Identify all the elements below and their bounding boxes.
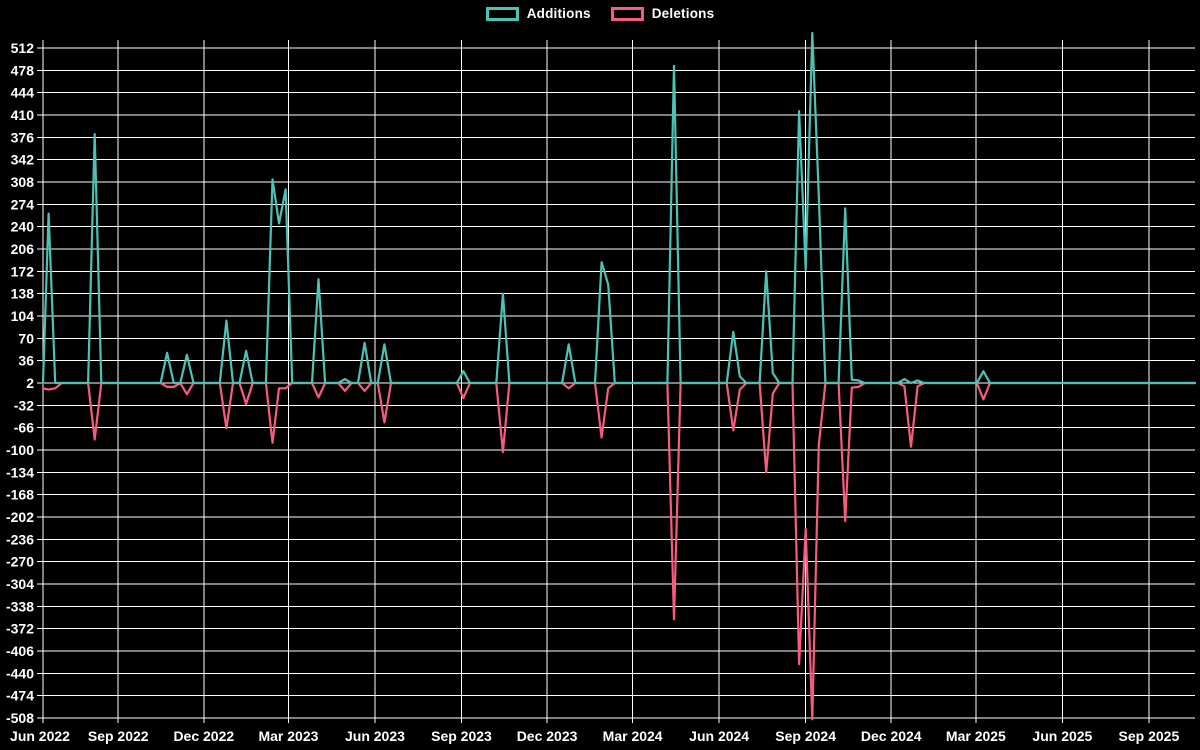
x-tick-label: Sep 2025 bbox=[1119, 728, 1180, 744]
y-tick-label: 376 bbox=[11, 129, 35, 145]
y-tick-label: -236 bbox=[6, 531, 34, 547]
y-tick-label: 36 bbox=[18, 353, 34, 369]
x-tick-label: Jun 2025 bbox=[1032, 728, 1092, 744]
gridlines bbox=[43, 40, 1195, 719]
y-tick-label: -32 bbox=[14, 397, 34, 413]
y-tick-label: 2 bbox=[26, 375, 34, 391]
y-tick-label: 274 bbox=[11, 196, 35, 212]
y-tick-label: 206 bbox=[11, 241, 35, 257]
y-tick-label: -508 bbox=[6, 710, 34, 726]
deletions-swatch-icon bbox=[610, 6, 644, 21]
x-tick-label: Mar 2025 bbox=[946, 728, 1006, 744]
chart-legend: Additions Deletions bbox=[0, 6, 1200, 21]
x-tick-label: Dec 2024 bbox=[861, 728, 922, 744]
y-tick-label: 342 bbox=[11, 152, 35, 168]
y-tick-label: -406 bbox=[6, 643, 34, 659]
tick-marks bbox=[37, 47, 1150, 723]
y-tick-label: 308 bbox=[11, 174, 35, 190]
additions-swatch-icon bbox=[485, 6, 519, 21]
y-tick-label: -100 bbox=[6, 442, 34, 458]
y-tick-label: 444 bbox=[11, 85, 35, 101]
x-tick-label: Mar 2023 bbox=[258, 728, 318, 744]
deletions-line bbox=[41, 381, 1197, 721]
x-tick-label: Sep 2024 bbox=[775, 728, 836, 744]
y-tick-label: -168 bbox=[6, 487, 34, 503]
tick-labels: 512 478 444 410 376 342 308 274 240 206 172 138 104 7… bbox=[6, 40, 1180, 744]
y-tick-label: 138 bbox=[11, 286, 35, 302]
legend-item-deletions[interactable]: Deletions bbox=[610, 6, 715, 21]
x-tick-label: Jun 2023 bbox=[345, 728, 405, 744]
y-tick-label: -134 bbox=[6, 464, 34, 480]
y-tick-label: -474 bbox=[6, 688, 34, 704]
y-tick-label: 172 bbox=[11, 263, 35, 279]
x-tick-label: Dec 2022 bbox=[173, 728, 234, 744]
y-tick-label: 478 bbox=[11, 62, 35, 78]
legend-label-deletions: Deletions bbox=[651, 6, 715, 21]
x-tick-label: Sep 2022 bbox=[88, 728, 149, 744]
y-tick-label: 240 bbox=[11, 219, 35, 235]
y-tick-label: -304 bbox=[6, 576, 34, 592]
y-tick-label: -372 bbox=[6, 621, 34, 637]
legend-label-additions: Additions bbox=[526, 6, 591, 21]
y-tick-label: -338 bbox=[6, 598, 34, 614]
x-tick-label: Mar 2024 bbox=[603, 728, 663, 744]
x-tick-label: Jun 2024 bbox=[689, 728, 749, 744]
legend-item-additions[interactable]: Additions bbox=[485, 6, 591, 21]
y-tick-label: -202 bbox=[6, 509, 34, 525]
y-tick-label: 104 bbox=[11, 308, 35, 324]
y-tick-label: -270 bbox=[6, 554, 34, 570]
y-tick-label: 512 bbox=[11, 40, 35, 56]
x-tick-label: Jun 2022 bbox=[10, 728, 70, 744]
y-tick-label: -66 bbox=[14, 420, 34, 436]
y-tick-label: -440 bbox=[6, 665, 34, 681]
x-tick-label: Sep 2023 bbox=[431, 728, 492, 744]
y-tick-label: 410 bbox=[11, 107, 35, 123]
additions-line bbox=[41, 31, 1197, 385]
y-tick-label: 70 bbox=[18, 330, 34, 346]
x-tick-label: Dec 2023 bbox=[517, 728, 578, 744]
